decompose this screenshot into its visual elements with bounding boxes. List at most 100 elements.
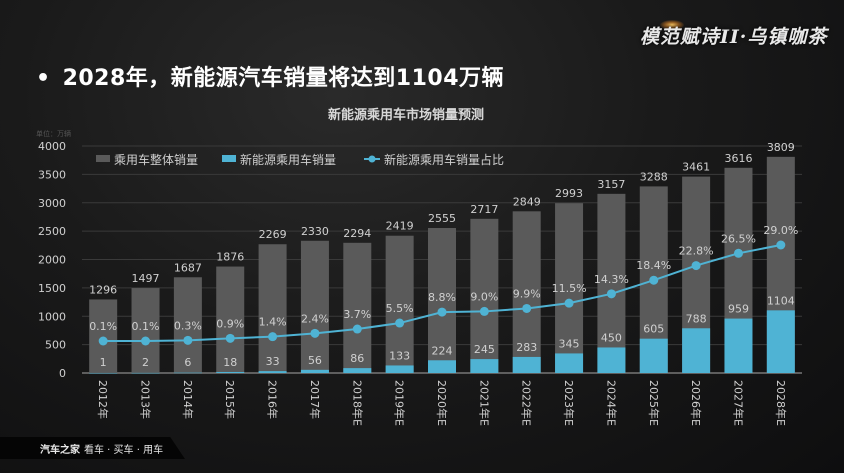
bar-nev <box>216 371 245 373</box>
y-tick-label: 3500 <box>38 168 66 181</box>
x-tick-label: 2014年 <box>181 380 195 419</box>
bar-nev-label: 18 <box>223 356 237 369</box>
bar-nev <box>682 328 711 373</box>
x-tick-label: 2016年 <box>266 380 280 419</box>
bar-nev-label: 283 <box>516 341 537 354</box>
bar-total <box>597 193 626 373</box>
bar-total-label: 2419 <box>386 220 414 233</box>
bar-total-label: 1687 <box>174 261 202 274</box>
bar-nev <box>89 372 118 374</box>
share-label: 0.1% <box>89 320 117 333</box>
bar-total <box>470 218 499 373</box>
share-label: 14.3% <box>594 273 629 286</box>
bar-total-label: 3461 <box>682 161 710 174</box>
share-label: 22.8% <box>679 245 714 258</box>
bar-nev <box>258 371 287 373</box>
x-tick-label: 2013年 <box>139 380 153 419</box>
share-label: 0.9% <box>216 317 244 330</box>
share-point <box>606 289 616 299</box>
share-label: 9.0% <box>470 290 498 303</box>
share-label: 0.1% <box>132 320 160 333</box>
share-point <box>98 336 108 346</box>
bar-nev <box>300 369 329 373</box>
bar-total-label: 2717 <box>470 203 498 216</box>
bar-total-label: 2330 <box>301 225 329 238</box>
y-tick-label: 500 <box>45 339 66 352</box>
bar-total-label: 2849 <box>513 195 541 208</box>
x-tick-label: 2019年E <box>393 380 407 426</box>
bar-total-label: 3157 <box>597 178 625 191</box>
share-label: 18.4% <box>636 259 671 272</box>
share-point <box>522 303 532 313</box>
y-tick-label: 4000 <box>38 140 66 153</box>
headline-text: 2028年，新能源汽车销量将达到1104万辆 <box>62 66 505 91</box>
bar-nev-label: 450 <box>601 331 622 344</box>
y-tick-label: 2500 <box>38 225 66 238</box>
x-tick-label: 2020年E <box>435 380 449 426</box>
bar-nev <box>428 360 456 373</box>
x-tick-label: 2027年E <box>731 380 745 426</box>
brand-logo: 模范赋诗II·乌镇咖茶 <box>640 26 828 48</box>
bar-nev-label: 1 <box>100 356 107 369</box>
bullet-icon: • <box>36 66 51 91</box>
x-tick-label: 2012年 <box>96 380 110 419</box>
share-label: 26.5% <box>721 232 756 245</box>
bar-nev <box>385 365 414 373</box>
x-tick-label: 2025年E <box>647 380 661 426</box>
share-label: 8.8% <box>428 291 456 304</box>
bar-total-label: 3809 <box>767 141 795 154</box>
share-point <box>183 335 193 345</box>
x-tick-label: 2028年E <box>774 380 788 426</box>
share-point <box>691 261 701 271</box>
share-label: 11.5% <box>552 282 587 295</box>
share-label: 5.5% <box>386 302 414 315</box>
bar-nev <box>555 353 584 373</box>
legend-swatch-nev <box>222 155 236 162</box>
x-tick-label: 2015年 <box>223 380 237 419</box>
bar-total <box>512 211 541 373</box>
bar-nev-label: 133 <box>389 349 410 362</box>
bar-nev-label: 86 <box>350 352 364 365</box>
legend-swatch-total <box>96 155 110 162</box>
share-point <box>649 275 659 285</box>
share-label: 29.0% <box>763 224 798 237</box>
legend-label-nev: 新能源乘用车销量 <box>240 152 336 167</box>
bar-total <box>131 288 160 373</box>
bar-nev-label: 1104 <box>767 294 795 307</box>
share-point <box>564 298 574 308</box>
bar-total <box>300 240 329 373</box>
logo-glow <box>660 20 684 30</box>
share-point <box>733 248 743 258</box>
bar-total-label: 2555 <box>428 212 456 225</box>
bar-nev-label: 788 <box>686 312 707 325</box>
bar-total-label: 2993 <box>555 187 583 200</box>
bar-total <box>216 266 245 373</box>
x-tick-label: 2022年E <box>520 380 534 426</box>
bar-nev-label: 56 <box>308 354 322 367</box>
bar-nev-label: 6 <box>184 356 191 369</box>
share-label: 1.4% <box>259 316 287 329</box>
bar-nev <box>343 368 372 373</box>
bar-total <box>258 244 287 373</box>
footer: 汽车之家 看车 · 买车 · 用车 <box>40 441 163 456</box>
bar-nev-label: 605 <box>643 323 664 336</box>
x-tick-label: 2023年E <box>562 380 576 426</box>
bar-total <box>89 299 118 373</box>
share-label: 2.4% <box>301 312 329 325</box>
share-point <box>141 336 151 346</box>
share-point <box>310 328 320 338</box>
share-label: 0.3% <box>174 319 202 332</box>
x-tick-label: 2026年E <box>689 380 703 426</box>
bar-total <box>343 242 372 373</box>
bar-total-label: 1876 <box>216 251 244 264</box>
bar-total-label: 3616 <box>724 152 752 165</box>
bar-nev-label: 345 <box>559 337 580 350</box>
bar-total-label: 1497 <box>132 272 160 285</box>
bar-nev <box>470 359 499 373</box>
bar-nev-label: 2 <box>142 356 149 369</box>
bar-nev <box>724 318 753 373</box>
legend-label-share: 新能源乘用车销量占比 <box>384 152 504 167</box>
share-point <box>479 306 489 316</box>
bar-nev <box>639 338 668 373</box>
share-label: 9.9% <box>513 287 541 300</box>
